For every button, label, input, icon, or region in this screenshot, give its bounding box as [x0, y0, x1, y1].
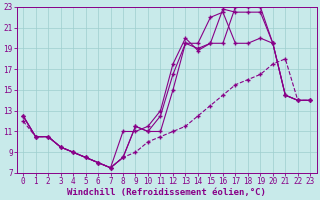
X-axis label: Windchill (Refroidissement éolien,°C): Windchill (Refroidissement éolien,°C)	[67, 188, 266, 197]
